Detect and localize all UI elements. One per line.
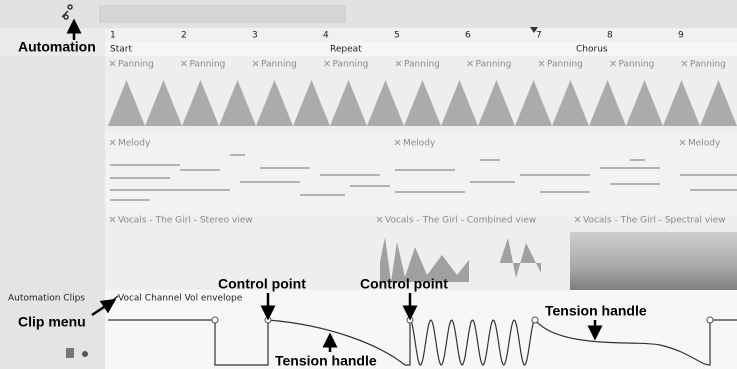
- annotation-clip-menu: Clip menu: [18, 314, 86, 330]
- clip-label[interactable]: Melody: [118, 139, 151, 149]
- bar-number: 3: [252, 31, 258, 41]
- track-dot: [82, 351, 88, 357]
- bar-number: 5: [394, 31, 400, 41]
- clip-label[interactable]: Panning: [190, 60, 226, 70]
- bar-number: 8: [607, 31, 613, 41]
- annotation-control-point: Control point: [360, 276, 448, 292]
- clip-label[interactable]: Vocals - The Girl - Spectral view: [583, 216, 726, 226]
- clip-label[interactable]: Melody: [688, 139, 721, 149]
- spectral-view: [570, 232, 737, 290]
- annotation-automation: Automation: [18, 39, 96, 55]
- toolbar-field: [100, 6, 345, 22]
- playlist-screenshot: Automation 1 2 3 4 5 6 7 8 9 Start Repeat Chorus…: [0, 0, 737, 369]
- clip-label[interactable]: Vocals - The Girl - Combined view: [385, 216, 536, 226]
- panning-waveform: [108, 80, 737, 126]
- clip-label[interactable]: Panning: [690, 60, 726, 70]
- clip-label[interactable]: Vocals - The Girl - Stereo view: [118, 216, 253, 226]
- marker-repeat[interactable]: Repeat: [330, 45, 362, 55]
- marker-start[interactable]: Start: [110, 45, 132, 55]
- automation-clip-title[interactable]: Vocal Channel Vol envelope: [118, 294, 243, 304]
- clip-label[interactable]: Panning: [118, 60, 154, 70]
- clip-label[interactable]: Panning: [619, 60, 655, 70]
- marker-row: [105, 42, 737, 56]
- bar-number: 7: [536, 31, 542, 41]
- clip-label[interactable]: Panning: [404, 60, 440, 70]
- bar-number: 2: [181, 31, 187, 41]
- bar-number: 9: [678, 31, 684, 41]
- clip-label[interactable]: Melody: [403, 139, 436, 149]
- marker-chorus[interactable]: Chorus: [576, 45, 608, 55]
- ruler: [105, 28, 737, 42]
- annotation-control-point: Control point: [218, 276, 306, 292]
- automation-track-name: Automation Clips: [8, 294, 85, 304]
- annotation-tension-handle: Tension handle: [275, 353, 377, 369]
- bar-number: 4: [323, 31, 329, 41]
- clip-label[interactable]: Panning: [333, 60, 369, 70]
- bar-number: 1: [110, 31, 116, 41]
- annotation-tension-handle: Tension handle: [545, 303, 647, 319]
- bar-number: 6: [465, 31, 471, 41]
- clip-label[interactable]: Panning: [547, 60, 583, 70]
- clip-label[interactable]: Panning: [476, 60, 512, 70]
- track-icon: [66, 348, 74, 358]
- clip-label[interactable]: Panning: [261, 60, 297, 70]
